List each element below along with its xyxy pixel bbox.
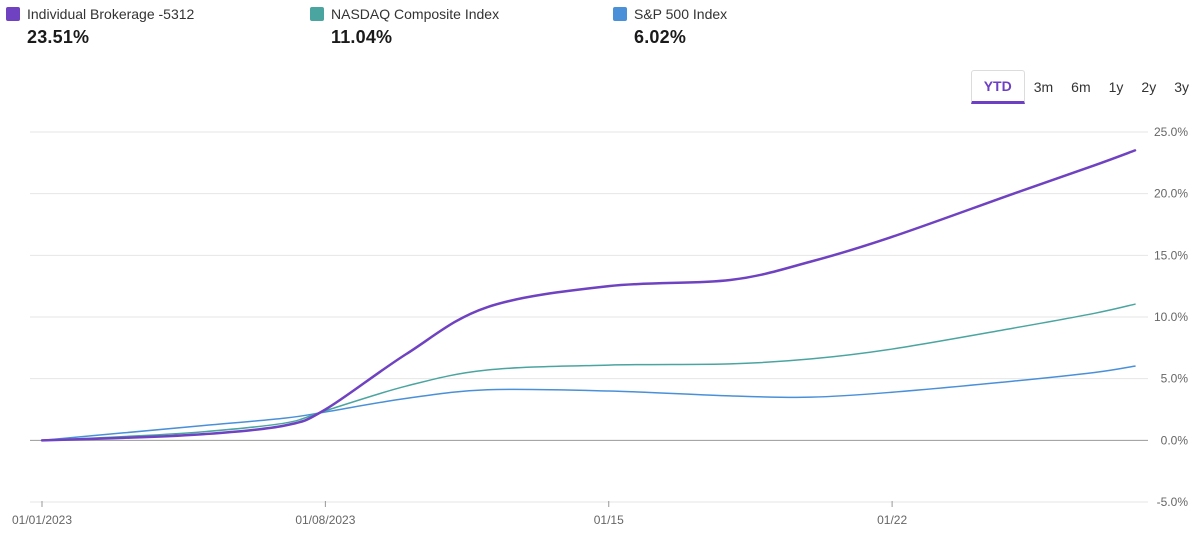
- legend-label: Individual Brokerage -5312: [27, 6, 195, 22]
- x-tick-label: 01/15: [594, 513, 624, 527]
- x-tick-label: 01/01/2023: [12, 513, 72, 527]
- legend-swatch-purple: [6, 7, 20, 21]
- range-button-2y[interactable]: 2y: [1132, 70, 1165, 104]
- time-range-selector: YTD 3m 6m 1y 2y 3y: [970, 70, 1198, 104]
- legend-value: 23.51%: [27, 27, 90, 47]
- series-line-s-p-500-index: [41, 365, 1136, 442]
- range-button-1y[interactable]: 1y: [1100, 70, 1133, 104]
- legend-item-nasdaq: NASDAQ Composite Index 11.04%: [310, 6, 499, 48]
- range-button-3y[interactable]: 3y: [1165, 70, 1198, 104]
- legend-label: S&P 500 Index: [634, 6, 728, 22]
- y-tick-label: 5.0%: [1161, 372, 1189, 386]
- range-button-6m[interactable]: 6m: [1062, 70, 1099, 104]
- legend-swatch-blue: [613, 7, 627, 21]
- range-button-3m[interactable]: 3m: [1025, 70, 1062, 104]
- range-button-ytd[interactable]: YTD: [970, 70, 1025, 104]
- series-line-nasdaq-composite-index: [41, 303, 1136, 442]
- y-tick-label: 15.0%: [1154, 248, 1188, 262]
- legend-label: NASDAQ Composite Index: [331, 6, 500, 22]
- x-tick-label: 01/22: [877, 513, 907, 527]
- y-tick-label: 10.0%: [1154, 310, 1188, 324]
- legend-item-sp500: S&P 500 Index 6.02%: [613, 6, 727, 48]
- y-tick-label: -5.0%: [1157, 495, 1189, 509]
- y-tick-label: 25.0%: [1154, 125, 1188, 139]
- legend-item-individual-brokerage: Individual Brokerage -5312 23.51%: [6, 6, 194, 48]
- x-tick-label: 01/08/2023: [295, 513, 355, 527]
- legend-swatch-teal: [310, 7, 324, 21]
- y-tick-label: 0.0%: [1161, 433, 1189, 447]
- series-line-individual-brokerage-5312: [40, 149, 1137, 442]
- legend-value: 6.02%: [634, 27, 687, 47]
- legend-value: 11.04%: [331, 27, 393, 47]
- y-tick-label: 20.0%: [1154, 187, 1188, 201]
